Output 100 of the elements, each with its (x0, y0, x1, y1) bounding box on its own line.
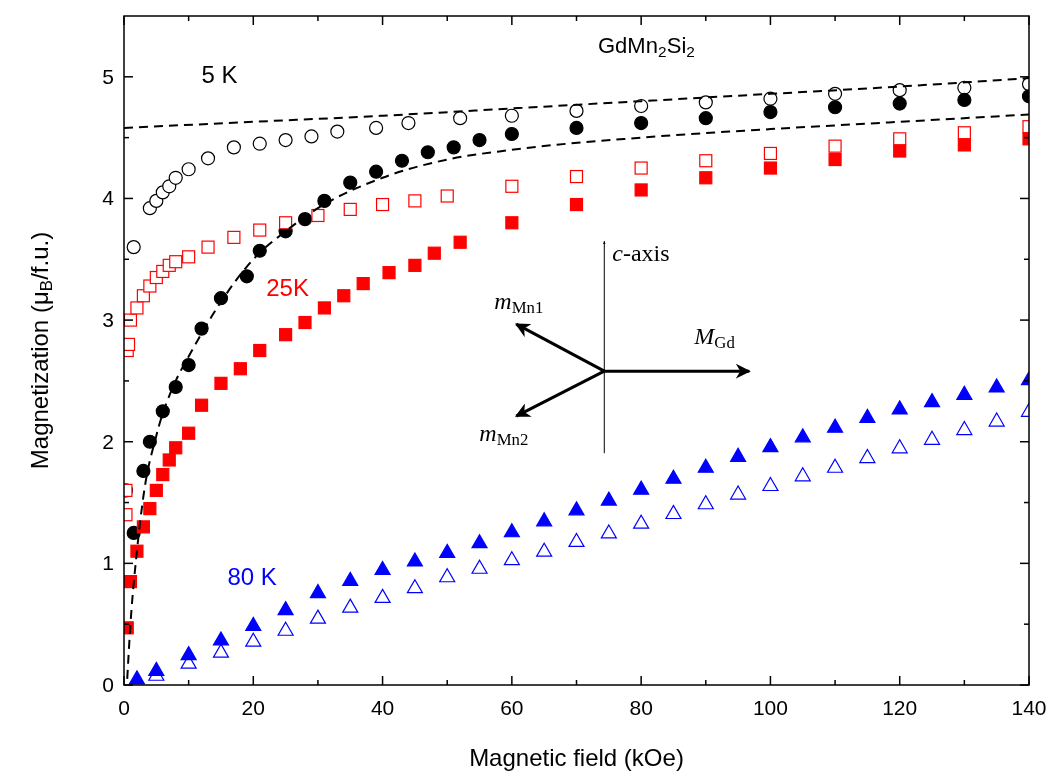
y-tick-label: 2 (102, 429, 114, 453)
x-tick-label: 140 (1011, 696, 1047, 719)
point (382, 266, 396, 280)
point (309, 609, 327, 624)
point (503, 523, 520, 538)
point (128, 670, 146, 685)
point (277, 600, 294, 616)
point (763, 146, 778, 161)
point (162, 453, 176, 467)
point (401, 115, 416, 131)
point (168, 379, 183, 395)
point (453, 235, 467, 249)
point (304, 129, 319, 144)
annotation: c-axis (612, 240, 670, 267)
point (406, 552, 423, 567)
point (136, 463, 151, 479)
point (472, 132, 487, 148)
point (957, 92, 972, 108)
point (536, 512, 553, 527)
point (311, 208, 325, 223)
point (503, 551, 520, 566)
point (369, 120, 384, 136)
point (253, 343, 267, 358)
point (699, 154, 713, 168)
point (957, 138, 971, 152)
point (182, 250, 196, 264)
point (827, 100, 843, 115)
x-axis-title: Magnetic field (kOe) (469, 744, 684, 771)
point (923, 430, 941, 445)
point (665, 504, 682, 520)
x-tick-label: 120 (882, 696, 918, 719)
point (828, 152, 842, 167)
annotation: 5 K (201, 60, 238, 88)
point (298, 315, 312, 330)
point (893, 132, 907, 146)
point (730, 485, 747, 500)
point (891, 400, 908, 415)
point (343, 202, 357, 216)
point (375, 197, 390, 212)
x-tick-label: 60 (500, 696, 524, 719)
point (730, 447, 747, 462)
point (859, 408, 876, 423)
point (698, 111, 713, 126)
point (956, 420, 973, 436)
point (568, 532, 585, 548)
point (600, 491, 617, 506)
point (505, 179, 519, 193)
point (239, 269, 254, 284)
point (471, 534, 488, 549)
point (253, 223, 267, 237)
point (420, 145, 435, 160)
point (369, 164, 384, 179)
point (826, 418, 844, 433)
point (214, 376, 228, 390)
point (309, 583, 327, 599)
point (633, 514, 650, 529)
point (988, 378, 1005, 393)
point (697, 458, 714, 473)
annotation: m$_{Mn2}$ (479, 420, 529, 450)
point (194, 398, 209, 412)
point (182, 426, 196, 440)
point (245, 632, 262, 647)
point (342, 571, 359, 586)
point (794, 467, 811, 482)
point (471, 559, 488, 574)
point (956, 385, 973, 400)
point (892, 83, 907, 98)
point (828, 139, 842, 153)
point (212, 643, 230, 658)
point (634, 161, 648, 175)
point (374, 560, 391, 576)
x-tick-label: 0 (118, 696, 130, 719)
text: GdMn$_{2}$Si$_{2}$ (598, 33, 695, 60)
point (245, 616, 262, 631)
point (536, 542, 553, 557)
point (569, 120, 584, 136)
point (226, 140, 241, 155)
point (763, 104, 778, 120)
y-tick-label: 0 (102, 673, 114, 696)
point (505, 216, 519, 230)
point (569, 103, 584, 118)
annotation: m$_{Mn1}$ (494, 288, 544, 318)
point (665, 469, 682, 484)
point (149, 483, 163, 497)
point (343, 175, 358, 190)
point (130, 301, 144, 315)
point (227, 230, 241, 244)
point (699, 171, 713, 185)
y-tick-label: 4 (102, 186, 115, 210)
y-tick-label: 3 (102, 308, 114, 332)
point (317, 193, 332, 208)
x-tick-label: 20 (241, 696, 265, 719)
x-tick-label: 100 (752, 696, 788, 719)
point (278, 132, 293, 148)
point (394, 153, 410, 168)
y-tick-label: 5 (102, 64, 114, 88)
point (130, 544, 144, 558)
point (440, 189, 454, 203)
point (252, 243, 267, 258)
point (330, 124, 345, 139)
